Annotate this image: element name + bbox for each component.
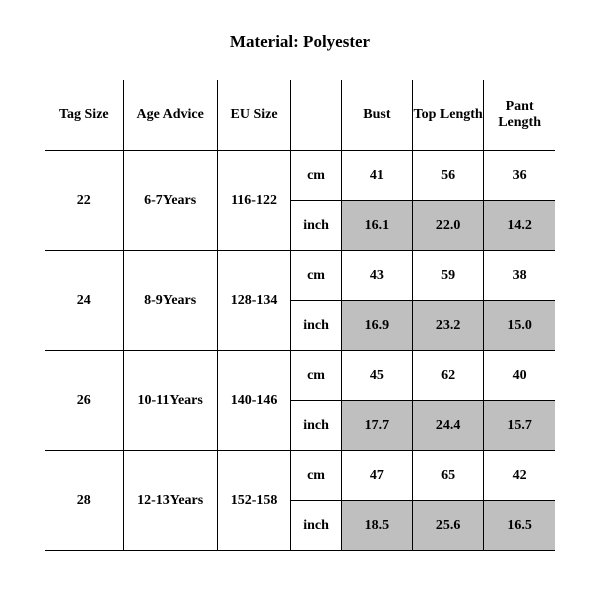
cell-tag: 22 [45, 151, 123, 251]
cell-top: 65 [413, 451, 484, 501]
cell-top: 25.6 [413, 501, 484, 551]
cell-bust: 16.9 [341, 301, 412, 351]
cell-top: 24.4 [413, 401, 484, 451]
cell-unit-cm: cm [291, 451, 342, 501]
cell-unit-inch: inch [291, 301, 342, 351]
cell-age: 8-9Years [123, 251, 217, 351]
cell-age: 6-7Years [123, 151, 217, 251]
cell-age: 10-11Years [123, 351, 217, 451]
col-tag-size: Tag Size [45, 80, 123, 151]
cell-bust: 18.5 [341, 501, 412, 551]
cell-pant: 15.0 [484, 301, 555, 351]
cell-unit-inch: inch [291, 201, 342, 251]
cell-unit-inch: inch [291, 501, 342, 551]
cell-pant: 36 [484, 151, 555, 201]
cell-bust: 43 [341, 251, 412, 301]
cell-top: 56 [413, 151, 484, 201]
cell-pant: 40 [484, 351, 555, 401]
col-eu-size: EU Size [217, 80, 291, 151]
cell-top: 22.0 [413, 201, 484, 251]
cell-unit-cm: cm [291, 251, 342, 301]
table-header-row: Tag Size Age Advice EU Size Bust Top Len… [45, 80, 555, 151]
cell-unit-cm: cm [291, 151, 342, 201]
table-row: 22 6-7Years 116-122 cm 41 56 36 [45, 151, 555, 201]
cell-tag: 28 [45, 451, 123, 551]
cell-age: 12-13Years [123, 451, 217, 551]
cell-eu: 152-158 [217, 451, 291, 551]
cell-eu: 116-122 [217, 151, 291, 251]
cell-pant: 42 [484, 451, 555, 501]
col-top-length: Top Length [413, 80, 484, 151]
cell-eu: 140-146 [217, 351, 291, 451]
cell-tag: 24 [45, 251, 123, 351]
cell-pant: 14.2 [484, 201, 555, 251]
cell-unit-inch: inch [291, 401, 342, 451]
cell-unit-cm: cm [291, 351, 342, 401]
cell-pant: 15.7 [484, 401, 555, 451]
col-bust: Bust [341, 80, 412, 151]
size-table: Tag Size Age Advice EU Size Bust Top Len… [45, 80, 555, 551]
cell-bust: 41 [341, 151, 412, 201]
cell-bust: 16.1 [341, 201, 412, 251]
cell-pant: 38 [484, 251, 555, 301]
cell-pant: 16.5 [484, 501, 555, 551]
cell-tag: 26 [45, 351, 123, 451]
cell-top: 59 [413, 251, 484, 301]
cell-eu: 128-134 [217, 251, 291, 351]
col-pant-length: Pant Length [484, 80, 555, 151]
cell-top: 23.2 [413, 301, 484, 351]
table-row: 26 10-11Years 140-146 cm 45 62 40 [45, 351, 555, 401]
cell-top: 62 [413, 351, 484, 401]
table-row: 24 8-9Years 128-134 cm 43 59 38 [45, 251, 555, 301]
col-age-advice: Age Advice [123, 80, 217, 151]
page-title: Material: Polyester [45, 32, 555, 52]
table-row: 28 12-13Years 152-158 cm 47 65 42 [45, 451, 555, 501]
cell-bust: 17.7 [341, 401, 412, 451]
cell-bust: 47 [341, 451, 412, 501]
col-unit [291, 80, 342, 151]
cell-bust: 45 [341, 351, 412, 401]
